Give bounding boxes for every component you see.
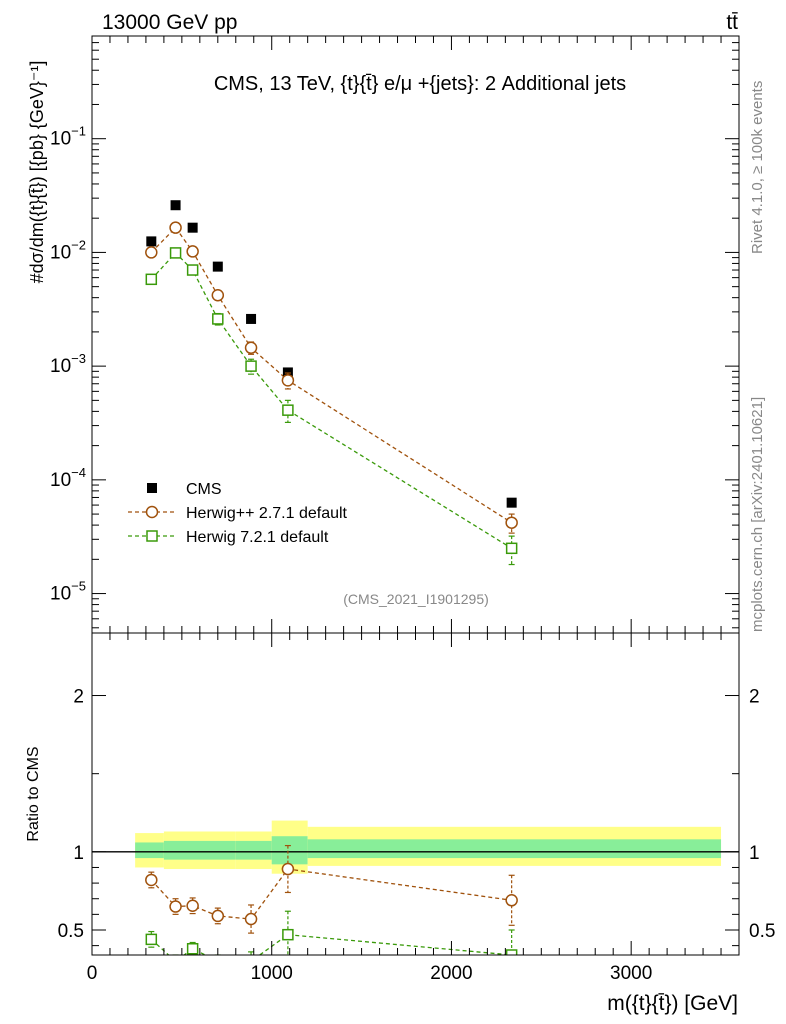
main-data-point [506,497,517,508]
main-data-point [211,289,225,302]
band-inner-segment [135,842,164,859]
band-inner-segment [163,840,236,860]
main-data-point [145,273,158,286]
main-data-point [505,516,518,529]
main-data-point [186,264,199,276]
main-y-axis-label: #dσ/dm({t}{t̄}) [{pb} {GeV}⁻¹] [27,61,47,284]
main-y-tick-label: 10−4 [50,465,86,491]
main-data-point [245,360,257,372]
ratio-data-point [282,928,294,941]
ratio-y-tick-label: 2 [73,687,84,708]
main-data-point [282,404,294,416]
main-data-point [146,236,157,247]
main-data-point [187,222,198,233]
header-left-text: 13000 GeV pp [102,11,237,34]
band-inner-segment [235,840,272,860]
ratio-y-tick-label-right: 1 [749,843,760,864]
main-series-line [150,226,513,524]
ratio-data-point [505,949,518,955]
main-data-point [169,247,182,259]
ratio-data-point [145,933,158,946]
x-tick-label: 1000 [251,963,293,984]
ratio-y-axis-label: Ratio to CMS [25,746,42,841]
analysis-tag: (CMS_2021_I1901295) [343,591,489,607]
ratio-y-tick-label-right: 0.5 [749,921,775,942]
x-axis-label: m({t}{t̄}) [GeV] [607,992,738,1015]
main-data-point [145,246,158,259]
main-series-line [150,251,512,549]
legend-label: Herwig 7.2.1 default [186,529,329,546]
legend-label: Herwig++ 2.7.1 default [186,505,348,522]
main-data-point [212,261,223,272]
main-data-point [170,200,181,211]
main-y-tick-label: 10−2 [50,237,86,263]
ratio-data-marks [145,844,518,966]
ratio-data-point [145,873,158,887]
ratio-axes: 0.5 0.5 1 1 2 2 0 1000 2000 3000 [58,633,775,984]
ratio-y-tick-label: 1 [73,843,84,864]
main-axes: 10−1 10−2 10−3 10−4 10−5 [50,35,739,633]
main-panel: 10−1 10−2 10−3 10−4 10−5 CMS, 13 TeV, {t}{t̄… [27,35,740,634]
band-inner-segment [271,836,308,865]
ratio-y-tick-label-right: 2 [749,687,760,708]
main-data-point [281,374,295,387]
main-connecting-lines [150,226,513,549]
ratio-data-point [213,956,223,966]
ratio-panel: 0.5 0.5 1 1 2 2 0 1000 2000 3000 Ratio to CMS m({… [25,632,775,1015]
legend-label: CMS [186,481,222,498]
ratio-data-point [171,956,181,966]
x-tick-label: 3000 [610,963,652,984]
ratio-data-point [244,912,258,926]
main-data-point [505,542,518,555]
main-data-point [186,245,199,258]
main-y-tick-label: 10−3 [50,351,86,377]
ratio-uncertainty-band [92,820,739,874]
main-data-point [169,221,182,234]
header-right-text: tt̄ [726,11,738,34]
legend-marker [145,505,159,519]
main-title: CMS, 13 TeV, {t}{t̄} e/μ +{jets}: 2 Addi… [214,73,626,95]
ratio-connecting-lines [150,868,512,955]
main-data-marks [145,200,518,566]
ratio-series-line [150,868,512,920]
legend-marker [146,530,158,542]
legend: CMS Herwig++ 2.7.1 default Herwig 7.2.1 de… [128,481,348,546]
main-y-tick-label: 10−5 [50,579,86,605]
x-tick-label: 2000 [430,963,472,984]
ratio-y-tick-label: 0.5 [58,921,84,942]
main-y-tick-label: 10−1 [50,124,86,150]
ratio-data-point [186,899,199,913]
main-data-point [244,341,258,355]
ratio-data-point [186,942,199,955]
ratio-data-point [505,894,518,907]
legend-marker [147,483,157,493]
band-inner-segment [307,839,722,859]
main-data-point [246,313,257,324]
x-tick-label: 0 [87,963,98,984]
ratio-series-line [150,934,512,955]
ratio-data-point [211,909,225,923]
ratio-data-point [281,862,295,876]
rivet-version-text: Rivet 4.1.0, ≥ 100k events [749,81,766,254]
mcplots-reference-text: mcplots.cern.ch [arXiv:2401.10621] [749,397,766,632]
ratio-data-point [169,900,182,913]
main-data-point [212,313,224,325]
